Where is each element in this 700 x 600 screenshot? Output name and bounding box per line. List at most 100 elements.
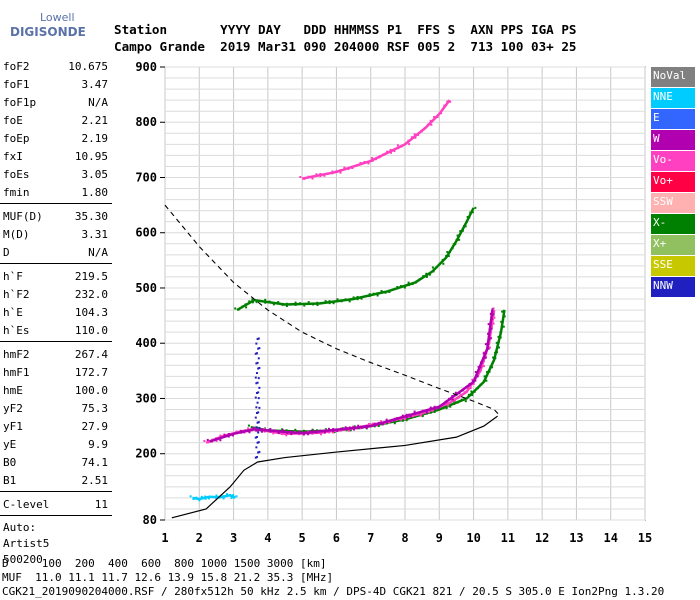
param-row: hmE 100.0 [0, 381, 112, 399]
data-point [385, 421, 388, 424]
param-row: hmF1 172.7 [0, 363, 112, 381]
data-point [447, 255, 450, 258]
data-point [472, 382, 475, 385]
param-row: yF2 75.3 [0, 399, 112, 417]
param-value: 35.30 [74, 210, 108, 223]
data-point [446, 401, 449, 404]
legend-item: X+ [651, 235, 695, 255]
data-point [477, 374, 480, 377]
data-point [244, 429, 247, 432]
y-tick-label: 800 [135, 115, 157, 129]
data-point [379, 420, 382, 423]
data-point [340, 300, 343, 303]
data-point [411, 283, 414, 286]
data-point [497, 335, 500, 338]
data-point [215, 497, 218, 500]
data-point [451, 398, 454, 401]
data-point [483, 375, 486, 378]
data-point [327, 427, 330, 430]
data-point [263, 427, 266, 430]
x-tick-label: 2 [196, 531, 203, 545]
series-es [189, 493, 238, 502]
data-point [307, 302, 310, 305]
data-point [251, 301, 254, 304]
data-point [219, 439, 222, 442]
data-point [491, 366, 494, 369]
data-point [477, 387, 480, 390]
x-tick-label: 8 [401, 531, 408, 545]
data-point [384, 291, 387, 294]
data-point [376, 292, 379, 295]
data-point [254, 436, 257, 439]
param-value: 3.31 [81, 228, 109, 241]
data-point [446, 251, 449, 254]
data-point [427, 411, 430, 414]
legend-item: NoVal [651, 67, 695, 87]
data-point [236, 432, 239, 435]
data-point [336, 300, 339, 303]
param-value: 2.19 [81, 132, 109, 145]
data-point [433, 409, 436, 412]
data-point [356, 295, 359, 298]
param-key: B1 [3, 474, 17, 487]
data-point [319, 175, 322, 178]
data-point [229, 494, 232, 497]
data-point [324, 428, 327, 431]
data-point [403, 286, 406, 289]
data-point [482, 365, 485, 368]
y-tick-label: 200 [135, 447, 157, 461]
data-point [491, 361, 494, 364]
data-point [257, 451, 260, 454]
legend-item: E [651, 109, 695, 129]
data-point [248, 300, 251, 303]
x-tick-label: 3 [230, 531, 237, 545]
data-point [244, 303, 247, 306]
data-point [413, 410, 416, 413]
data-point [409, 415, 412, 418]
data-point [482, 380, 485, 383]
param-value: 27.9 [81, 420, 109, 433]
data-point [204, 495, 207, 498]
data-point [257, 367, 260, 370]
param-value: 11 [94, 498, 108, 511]
data-point [471, 211, 474, 214]
data-point [417, 133, 420, 136]
data-point [420, 414, 423, 417]
data-point [336, 430, 339, 433]
data-point [389, 151, 392, 154]
data-point [336, 298, 339, 301]
data-point [256, 401, 259, 404]
data-point [258, 450, 261, 453]
data-point [312, 303, 315, 306]
data-point [386, 150, 389, 153]
data-point [429, 119, 432, 122]
data-point [256, 361, 259, 364]
data-point [442, 262, 445, 265]
data-point [430, 123, 433, 126]
data-point [200, 495, 203, 498]
data-point [500, 320, 503, 323]
param-key: h`F [3, 270, 23, 283]
data-point [277, 301, 280, 304]
data-point [411, 415, 414, 418]
data-point [433, 410, 436, 413]
data-point [223, 434, 226, 437]
data-point [494, 351, 497, 354]
data-point [311, 432, 314, 435]
data-point [487, 323, 490, 326]
data-point [219, 434, 222, 437]
data-point [254, 352, 257, 355]
data-point [323, 429, 326, 432]
data-point [429, 411, 432, 414]
data-point [428, 273, 431, 276]
data-point [494, 357, 497, 360]
data-point [454, 243, 457, 246]
param-value: 10.675 [68, 60, 108, 73]
data-point [463, 391, 466, 394]
footer: D 100 200 400 600 800 1000 1500 3000 [km… [2, 557, 664, 599]
data-point [389, 148, 392, 151]
data-point [491, 308, 494, 311]
data-point [473, 390, 476, 393]
data-point [378, 155, 381, 158]
param-row: h`F2 232.0 [0, 285, 112, 303]
